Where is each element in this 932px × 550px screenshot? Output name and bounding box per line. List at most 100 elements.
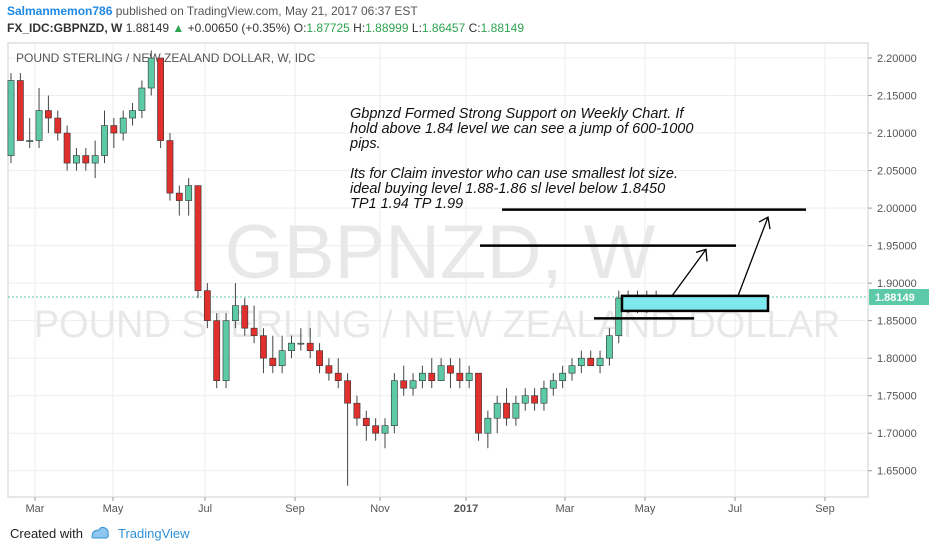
candle[interactable] [456, 358, 464, 389]
candle[interactable] [587, 350, 595, 366]
candle-body [381, 425, 389, 434]
candle-body [334, 372, 342, 381]
price-tick-label: 2.05000 [877, 166, 917, 178]
candle[interactable] [390, 373, 398, 434]
candle[interactable] [222, 313, 230, 389]
annotation-text[interactable]: Gbpnzd Formed Strong Support on Weekly C… [349, 106, 693, 212]
support-zone-box[interactable] [620, 294, 770, 313]
candle[interactable] [232, 283, 239, 329]
candle[interactable] [400, 365, 408, 396]
candle[interactable] [381, 418, 389, 449]
candle[interactable] [54, 110, 62, 141]
candle[interactable] [521, 388, 529, 411]
candle[interactable] [288, 335, 295, 359]
candle[interactable] [605, 328, 613, 366]
candle[interactable] [213, 313, 221, 389]
time-tick-label: 2017 [454, 503, 478, 515]
candle[interactable] [334, 358, 342, 389]
candle[interactable] [16, 73, 24, 141]
candle[interactable] [568, 358, 576, 381]
candle[interactable] [465, 365, 473, 389]
price-axis[interactable]: 1.65000 1.70000 1.75000 1.80000 1.85000 1.900… [868, 53, 917, 478]
tp1-arrow[interactable] [671, 248, 707, 297]
candle[interactable] [119, 110, 127, 141]
candle[interactable] [325, 358, 333, 381]
candle[interactable] [166, 133, 174, 201]
candle[interactable] [362, 410, 370, 441]
candle[interactable] [316, 343, 323, 374]
candle[interactable] [129, 103, 136, 126]
price-chart[interactable]: GBPNZD, W POUND STERLING / NEW ZEALAND D… [0, 40, 932, 518]
candle[interactable] [110, 118, 118, 149]
candle[interactable] [512, 395, 520, 426]
price-tick-label: 1.70000 [877, 428, 917, 440]
candle[interactable] [26, 118, 34, 149]
time-axis[interactable]: Mar May Jul Sep Nov 2017 Mar May Jul Sep [26, 497, 835, 515]
candle[interactable] [63, 125, 71, 171]
candle[interactable] [531, 388, 538, 411]
time-tick-label: Nov [370, 503, 390, 515]
candle-body [344, 380, 351, 404]
candle[interactable] [269, 335, 277, 374]
candle[interactable] [437, 358, 445, 381]
candle[interactable] [372, 418, 380, 441]
candle[interactable] [157, 57, 164, 149]
candle[interactable] [503, 388, 510, 426]
candle[interactable] [147, 50, 155, 96]
candle[interactable] [493, 395, 501, 434]
price-tick-label: 1.90000 [877, 278, 917, 290]
candle[interactable] [297, 328, 305, 351]
tradingview-brand[interactable]: TradingView [118, 526, 190, 541]
candle[interactable] [596, 350, 604, 374]
candle[interactable] [175, 185, 183, 216]
publish-line: Salmanmemon786 published on TradingView.… [7, 4, 418, 18]
candle[interactable] [241, 298, 249, 336]
candle[interactable] [278, 335, 286, 374]
candle[interactable] [250, 305, 258, 344]
candle-body [16, 80, 24, 141]
price-tick-label: 2.10000 [877, 128, 917, 140]
tp2-arrow[interactable] [737, 216, 769, 297]
candle[interactable] [82, 148, 90, 171]
candle[interactable] [428, 358, 436, 389]
candle[interactable] [559, 365, 567, 389]
candle[interactable] [101, 110, 108, 164]
candle-body [7, 80, 15, 156]
high-value: 1.88999 [365, 21, 409, 35]
candle[interactable] [475, 372, 482, 441]
candle[interactable] [577, 350, 585, 374]
candle[interactable] [409, 373, 417, 396]
candle[interactable] [418, 365, 426, 389]
candle-body [587, 357, 595, 366]
candle[interactable] [306, 328, 314, 359]
candle-body [222, 320, 230, 381]
candle[interactable] [549, 373, 557, 396]
candle[interactable] [447, 358, 454, 389]
candle-body [596, 357, 604, 366]
candle-body [615, 297, 623, 336]
candle[interactable] [615, 290, 623, 344]
tp1-arrowhead[interactable] [695, 248, 708, 262]
low-value: 1.86457 [421, 21, 466, 35]
candle[interactable] [194, 185, 202, 299]
candle[interactable] [73, 148, 80, 171]
candle[interactable] [44, 95, 52, 134]
candle[interactable] [484, 410, 492, 449]
candle[interactable] [353, 395, 361, 426]
candle[interactable] [35, 88, 43, 149]
candle[interactable] [203, 283, 211, 329]
candle[interactable] [91, 140, 99, 179]
candle-body [362, 417, 370, 427]
annotation-line-3: pips. [349, 136, 381, 152]
candle[interactable] [185, 178, 193, 216]
candle[interactable] [540, 380, 548, 411]
tp2-arrowhead[interactable] [758, 216, 771, 230]
candle[interactable] [138, 80, 146, 119]
candle[interactable] [344, 373, 351, 486]
annotation-line-2: hold above 1.84 level we can see a jump … [350, 121, 693, 137]
time-tick-label: Mar [556, 503, 575, 515]
candle[interactable] [7, 73, 15, 164]
plot-area[interactable] [7, 42, 869, 498]
candle[interactable] [260, 328, 267, 374]
author-username[interactable]: Salmanmemon786 [7, 4, 113, 18]
